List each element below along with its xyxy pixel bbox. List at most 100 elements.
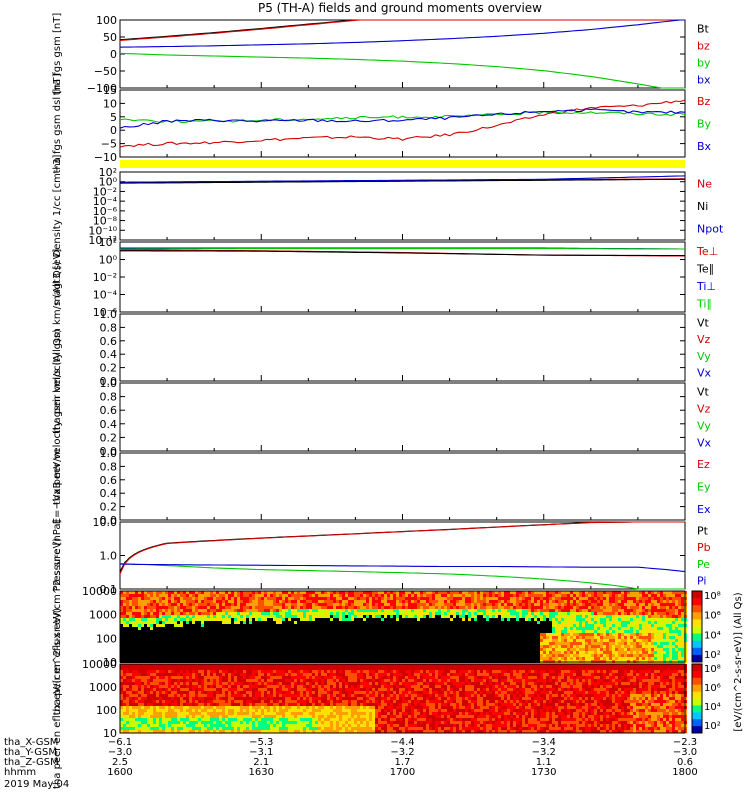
spectrogram-cell	[384, 618, 387, 621]
spectrogram-cell	[612, 636, 615, 639]
spectrogram-cell	[360, 594, 363, 597]
spectrogram-cell	[432, 621, 435, 624]
spectrogram-cell	[603, 651, 606, 654]
spectrogram-cell	[573, 642, 576, 645]
spectrogram-cell	[330, 603, 333, 606]
spectrogram-cell	[216, 645, 219, 648]
spectrogram-cell	[609, 609, 612, 612]
legend-ex: Ex	[697, 503, 711, 516]
spectrogram-cell	[648, 648, 651, 651]
spectrogram-cell	[576, 651, 579, 654]
spectrogram-cell	[270, 624, 273, 627]
spectrogram-cell	[627, 603, 630, 606]
spectrogram-cell	[645, 597, 648, 600]
spectrogram-cell	[390, 627, 393, 630]
spectrogram-cell	[237, 654, 240, 657]
spectrogram-cell	[183, 645, 186, 648]
spectrogram-cell	[318, 609, 321, 612]
spectrogram-cell	[660, 609, 663, 612]
spectrogram-cell	[444, 594, 447, 597]
spectrogram-cell	[222, 651, 225, 654]
panel-4	[120, 242, 685, 312]
spectrogram-cell	[672, 609, 675, 612]
spectrogram-cell	[429, 618, 432, 621]
spectrogram-cell	[267, 624, 270, 627]
spectrogram-cell	[507, 636, 510, 639]
spectrogram-cell	[546, 609, 549, 612]
spectrogram-cell	[507, 657, 510, 660]
spectrogram-cell	[213, 606, 216, 609]
spectrogram-cell	[501, 639, 504, 642]
spectrogram-cell	[591, 645, 594, 648]
spectrogram-cell	[537, 630, 540, 633]
spectrogram-cell	[576, 624, 579, 627]
spectrogram-cell	[357, 654, 360, 657]
spectrogram-cell	[501, 627, 504, 630]
spectrogram-cell	[660, 657, 663, 660]
spectrogram-cell	[369, 615, 372, 618]
spectrogram-cell	[264, 645, 267, 648]
spectrogram-cell	[150, 624, 153, 627]
spectrogram-cell	[336, 594, 339, 597]
spectrogram-cell	[423, 627, 426, 630]
spectrogram-cell	[180, 603, 183, 606]
spectrogram-cell	[138, 648, 141, 651]
spectrogram-cell	[348, 633, 351, 636]
spectrogram-cell	[669, 612, 672, 615]
spectrogram-cell	[447, 651, 450, 654]
spectrogram-cell	[612, 645, 615, 648]
spectrogram-cell	[531, 621, 534, 624]
spectrogram-cell	[516, 648, 519, 651]
spectrogram-cell	[342, 633, 345, 636]
spectrogram-cell	[399, 597, 402, 600]
y-tick-label: 10000	[82, 585, 117, 598]
spectrogram-cell	[630, 657, 633, 660]
spectrogram-cell	[618, 648, 621, 651]
spectrogram-cell	[507, 612, 510, 615]
spectrogram-cell	[318, 654, 321, 657]
spectrogram-cell	[183, 630, 186, 633]
spectrogram-cell	[582, 606, 585, 609]
spectrogram-cell	[567, 639, 570, 642]
spectrogram-cell	[333, 594, 336, 597]
spectrogram-cell	[195, 648, 198, 651]
spectrogram-cell	[474, 627, 477, 630]
spectrogram-cell	[432, 657, 435, 660]
spectrogram-cell	[645, 633, 648, 636]
spectrogram-cell	[384, 657, 387, 660]
spectrogram-cell	[528, 639, 531, 642]
spectrogram-cell	[177, 657, 180, 660]
spectrogram-cell	[609, 636, 612, 639]
spectrogram-cell	[267, 618, 270, 621]
spectrogram-cell	[609, 633, 612, 636]
spectrogram-cell	[303, 597, 306, 600]
spectrogram-cell	[336, 630, 339, 633]
spectrogram-cell	[126, 645, 129, 648]
spectrogram-cell	[249, 642, 252, 645]
spectrogram-cell	[369, 651, 372, 654]
spectrogram-cell	[492, 654, 495, 657]
spectrogram-cell	[558, 645, 561, 648]
spectrogram-cell	[177, 615, 180, 618]
spectrogram-cell	[126, 639, 129, 642]
spectrogram-cell	[402, 615, 405, 618]
spectrogram-cell	[186, 633, 189, 636]
spectrogram-cell	[384, 648, 387, 651]
spectrogram-cell	[342, 654, 345, 657]
spectrogram-cell	[414, 618, 417, 621]
spectrogram-cell	[459, 594, 462, 597]
spectrogram-cell	[321, 657, 324, 660]
spectrogram-cell	[123, 667, 126, 670]
spectrogram-cell	[477, 633, 480, 636]
spectrogram-cell	[576, 600, 579, 603]
spectrogram-cell	[264, 648, 267, 651]
spectrogram-cell	[402, 645, 405, 648]
spectrogram-cell	[300, 618, 303, 621]
legend-bx: Bx	[697, 140, 712, 153]
spectrogram-cell	[669, 648, 672, 651]
spectrogram-cell	[594, 621, 597, 624]
spectrogram-cell	[537, 597, 540, 600]
spectrogram-cell	[531, 654, 534, 657]
spectrogram-cell	[255, 651, 258, 654]
spectrogram-cell	[558, 621, 561, 624]
